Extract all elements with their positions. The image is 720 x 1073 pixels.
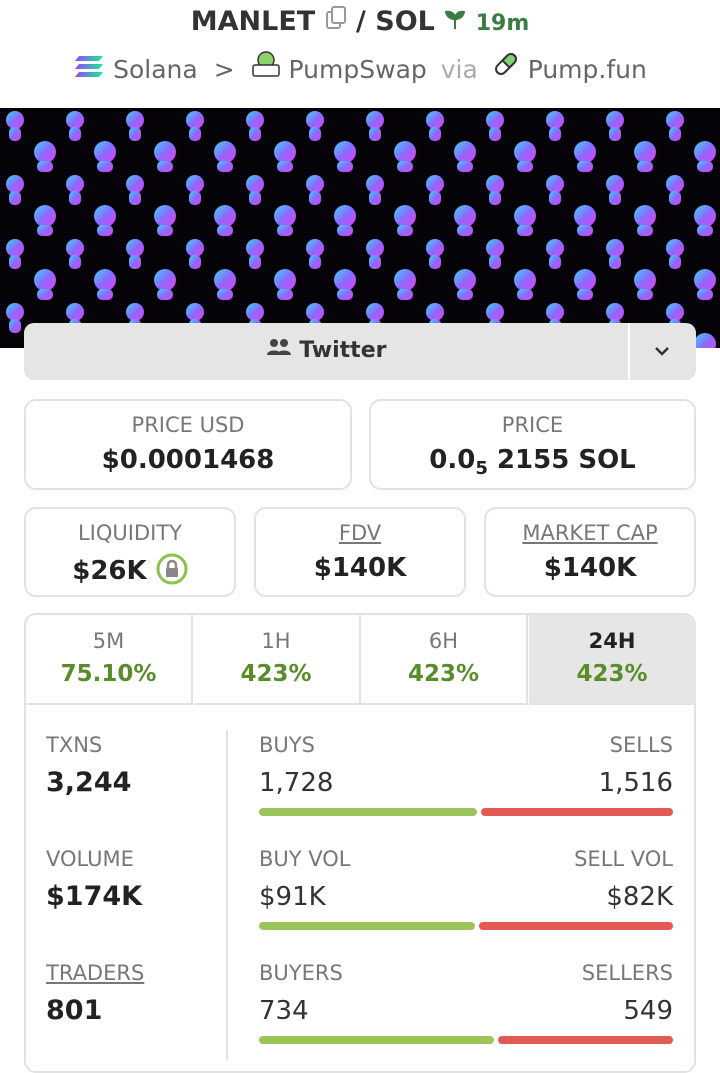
split-left-value: 1,728 (259, 768, 334, 798)
solana-logo (75, 56, 104, 77)
chevron: > (213, 55, 235, 84)
launchpad-name[interactable]: Pump.fun (527, 55, 647, 84)
tab-label: 5M (92, 629, 125, 653)
buy-bar (259, 922, 475, 930)
price-digits: 2155 SOL (496, 445, 636, 475)
banner-image (0, 108, 720, 348)
tab-label: 1H (261, 629, 291, 653)
split-right-value: $82K (606, 882, 673, 912)
timeframe-tab[interactable]: 24H 423% (528, 615, 696, 705)
route-row: Solana > PumpSwap via Pump.fun (0, 50, 720, 84)
column-divider (226, 730, 228, 1060)
price-prefix: 0.0 (429, 445, 476, 475)
split-left-value: $91K (259, 882, 326, 912)
price-label: PRICE (501, 413, 564, 437)
stat-label: MARKET CAP (522, 521, 658, 545)
stat-value-text: $26K (72, 556, 147, 586)
lock-icon (156, 553, 188, 585)
split-left-label: BUY VOL (259, 847, 351, 871)
tab-change: 423% (576, 661, 648, 687)
price-zeros: 5 (475, 458, 488, 480)
price-value: 0.05 2155 SOL (371, 445, 694, 479)
page: MANLET / SOL 19m Solana > PumpSwap via P… (0, 6, 720, 1073)
timeframe-tab[interactable]: 6H 423% (361, 615, 528, 705)
stat-value: $140K (313, 553, 407, 583)
stat-label: LIQUIDITY (77, 521, 182, 545)
dropdown-icon[interactable] (652, 343, 672, 359)
metric-label: VOLUME (46, 847, 134, 871)
buy-bar (259, 808, 478, 816)
metric-value: 3,244 (46, 767, 132, 798)
split-right-label: SELL VOL (574, 847, 673, 871)
price-usd-label: PRICE USD (131, 413, 245, 437)
social-label: Twitter (24, 337, 628, 363)
split-right-label: SELLS (609, 733, 673, 757)
dex-logo (251, 51, 280, 77)
metric-label: TXNS (46, 733, 103, 757)
pair-age: 19m (475, 11, 530, 36)
users-icon (266, 339, 291, 355)
tab-label: 24H (588, 629, 636, 653)
token-symbol: MANLET (190, 6, 316, 37)
stat-value: $26K (26, 553, 234, 586)
metric-value: $174K (46, 881, 143, 912)
split-left-label: BUYS (259, 733, 315, 757)
tab-change: 75.10% (60, 661, 157, 687)
title-row: MANLET / SOL 19m (0, 6, 720, 37)
split-right-value: 549 (623, 996, 673, 1026)
launchpad-logo (494, 53, 517, 75)
tab-change: 423% (407, 661, 480, 687)
sprout-icon (445, 10, 466, 29)
quote-symbol: SOL (375, 6, 435, 37)
separator: / (356, 6, 366, 37)
stat-card: FDV $140K (254, 507, 466, 597)
dex-name[interactable]: PumpSwap (288, 55, 427, 84)
stat-value: $140K (543, 553, 637, 583)
social-button[interactable]: Twitter (24, 323, 696, 380)
copy-icon[interactable] (325, 6, 347, 30)
tab-label: 6H (428, 629, 459, 653)
sell-bar (478, 922, 673, 930)
split-right-label: SELLERS (581, 961, 673, 985)
divider (628, 323, 630, 380)
price-card: PRICE 0.05 2155 SOL (369, 399, 696, 490)
split-left-value: 734 (259, 996, 309, 1026)
split-left-label: BUYERS (259, 961, 343, 985)
twitter-text: Twitter (299, 338, 387, 363)
sell-bar (481, 808, 673, 816)
price-usd-value: $0.0001468 (101, 445, 275, 475)
stat-card: LIQUIDITY $26K (24, 507, 236, 597)
price-usd-card: PRICE USD $0.0001468 (24, 399, 352, 490)
stat-label: FDV (338, 521, 382, 545)
tab-change: 423% (240, 661, 312, 687)
split-right-value: 1,516 (598, 768, 673, 798)
metric-label: TRADERS (46, 961, 145, 985)
timeframe-tab[interactable]: 1H 423% (193, 615, 361, 705)
stat-card: MARKET CAP $140K (484, 507, 696, 597)
metric-value: 801 (46, 995, 103, 1026)
timeframe-tab[interactable]: 5M 75.10% (26, 615, 193, 705)
buy-bar (259, 1036, 494, 1044)
chain-name[interactable]: Solana (113, 55, 198, 84)
via-text: via (440, 55, 478, 84)
sell-bar (497, 1036, 673, 1044)
